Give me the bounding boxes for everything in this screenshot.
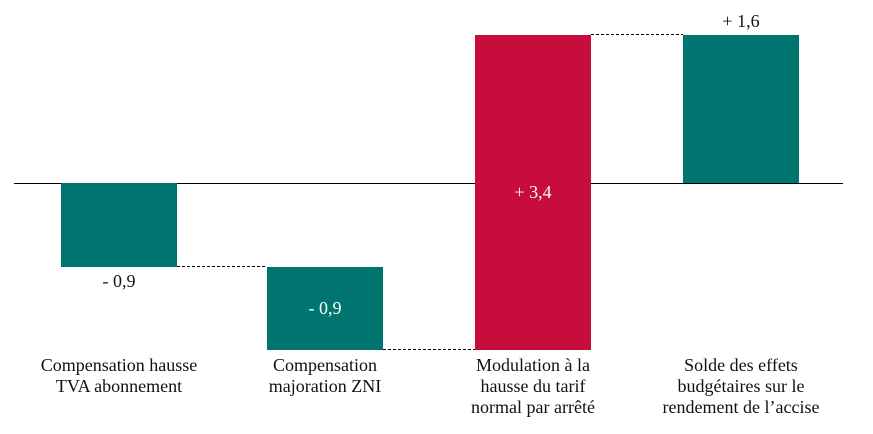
category-label: Modulation à la hausse du tarif normal p… [471, 355, 595, 417]
bar-solde-effets-budgetaires [683, 34, 799, 183]
connector-dotted-line [383, 349, 475, 350]
bar-modulation-hausse-tarif [475, 34, 591, 350]
category-label: Solde des effets budgétaires sur le rend… [662, 355, 820, 417]
x-axis-line [14, 183, 843, 184]
bar-compensation-hausse-tva [61, 183, 177, 267]
bar-value-label: - 0,9 [102, 270, 136, 291]
category-label: Compensation majoration ZNI [268, 355, 382, 396]
bar-value-label: + 1,6 [722, 10, 760, 31]
category-label: Compensation hausse TVA abonnement [40, 355, 198, 396]
bar-value-label: + 3,4 [514, 182, 552, 203]
connector-dotted-line [177, 265, 267, 267]
connector-dotted-line [591, 33, 683, 35]
bar-value-label: - 0,9 [308, 298, 342, 319]
bar-compensation-majoration-zni [267, 266, 383, 350]
